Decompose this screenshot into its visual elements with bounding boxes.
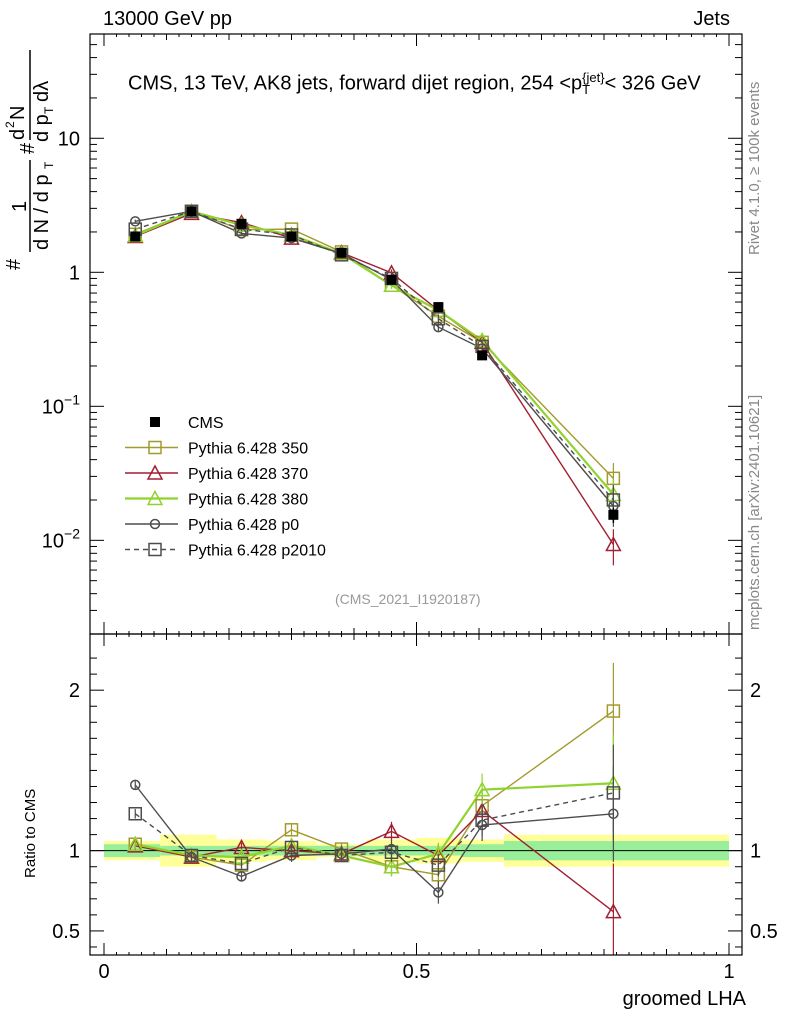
x-tick-label: 0.5 bbox=[403, 961, 431, 983]
series-line-ratio-4 bbox=[134, 792, 614, 866]
main-y-axis-label: # d N / d p T 1 # d 2 N d p T dλ bbox=[3, 50, 56, 270]
svg-text:#: # bbox=[17, 142, 39, 154]
series-point-ratio bbox=[126, 835, 144, 852]
svg-text:T: T bbox=[42, 161, 56, 169]
mcplots-label: mcplots.cern.ch [arXiv:2401.10621] bbox=[746, 394, 763, 630]
series-point-ratio bbox=[431, 858, 446, 872]
series-point-main bbox=[431, 312, 446, 326]
svg-text:T: T bbox=[42, 106, 56, 114]
data-point bbox=[130, 231, 141, 242]
series-point-ratio bbox=[383, 858, 400, 874]
series-point-ratio bbox=[183, 848, 200, 864]
legend-marker bbox=[146, 464, 164, 480]
series-point-ratio bbox=[606, 786, 621, 800]
series-point-ratio bbox=[284, 840, 299, 855]
chart-title: CMS, 13 TeV, AK8 jets, forward dijet reg… bbox=[128, 70, 701, 97]
analysis-id: (CMS_2021_I1920187) bbox=[335, 591, 481, 607]
y-tick-label-main: 10−2 bbox=[42, 525, 80, 552]
data-point bbox=[433, 302, 444, 313]
y-tick-label-main: 10−1 bbox=[42, 391, 80, 418]
legend-label: Pythia 6.428 p2010 bbox=[188, 543, 326, 560]
series-point-ratio bbox=[128, 807, 142, 821]
data-point bbox=[236, 218, 247, 229]
header-right: Jets bbox=[693, 8, 730, 30]
legend-marker bbox=[150, 417, 160, 427]
svg-text:#: # bbox=[3, 258, 25, 270]
legend: CMS Pythia 6.428 350 Pythia 6.428 370 Pythi… bbox=[125, 415, 326, 560]
y-tick-label-ratio-right: 0.5 bbox=[750, 921, 778, 943]
svg-text:d p: d p bbox=[31, 114, 53, 142]
x-tick-label: 0 bbox=[98, 961, 109, 983]
x-axis-label: groomed LHA bbox=[622, 988, 746, 1010]
legend-marker bbox=[146, 489, 164, 506]
series-point-ratio bbox=[236, 871, 247, 882]
x-tick-label: 1 bbox=[723, 961, 734, 983]
series-markers bbox=[126, 202, 622, 955]
series-point-ratio bbox=[383, 822, 400, 839]
legend-label: Pythia 6.428 370 bbox=[188, 466, 308, 483]
series-point-ratio bbox=[234, 856, 249, 871]
series-point-ratio bbox=[606, 704, 621, 718]
y-tick-label-ratio-right: 2 bbox=[750, 680, 761, 702]
data-point bbox=[186, 206, 197, 217]
legend-label: Pythia 6.428 p0 bbox=[188, 517, 299, 534]
legend-marker bbox=[149, 518, 161, 530]
y-tick-label-ratio-left: 2 bbox=[69, 680, 80, 702]
series-point-main bbox=[130, 216, 141, 227]
series-point-main bbox=[605, 535, 622, 552]
y-tick-label-main: 1 bbox=[69, 262, 80, 284]
series-point-ratio bbox=[475, 813, 489, 827]
svg-text:d: d bbox=[7, 129, 29, 140]
y-tick-label-main: 10 bbox=[58, 128, 80, 150]
svg-text:dλ: dλ bbox=[31, 81, 53, 102]
axes-frame: 0 0.5 1 10−2 10−1 1 10 0.5 0.5 1 1 2 2 bbox=[42, 33, 778, 983]
header-left: 13000 GeV pp bbox=[103, 8, 232, 30]
series-point-ratio bbox=[284, 823, 299, 837]
svg-text:d N / d p: d N / d p bbox=[31, 174, 53, 250]
legend-marker bbox=[148, 440, 162, 455]
legend-label: Pythia 6.428 350 bbox=[188, 441, 308, 458]
series-point-ratio bbox=[126, 837, 144, 853]
y-tick-label-ratio-right: 1 bbox=[750, 841, 761, 863]
data-point bbox=[608, 509, 619, 520]
data-point bbox=[336, 247, 347, 258]
series-point-ratio bbox=[433, 887, 444, 898]
series-point-ratio bbox=[384, 845, 399, 860]
data-point bbox=[386, 274, 397, 285]
legend-label: CMS bbox=[188, 415, 224, 432]
data-point bbox=[286, 231, 297, 242]
svg-text:2: 2 bbox=[3, 121, 17, 128]
svg-text:N: N bbox=[7, 106, 29, 120]
series-point-ratio bbox=[184, 848, 199, 863]
series-point-ratio bbox=[334, 848, 349, 863]
ratio-y-axis-label: Ratio to CMS bbox=[22, 788, 39, 878]
series-point-ratio bbox=[130, 779, 141, 791]
series-point-ratio bbox=[605, 903, 622, 919]
svg-text:1: 1 bbox=[9, 201, 31, 212]
data-point bbox=[477, 350, 488, 361]
legend-marker bbox=[148, 542, 162, 557]
legend-label: Pythia 6.428 380 bbox=[188, 492, 308, 509]
series-point-main bbox=[184, 204, 199, 219]
y-tick-label-ratio-left: 0.5 bbox=[52, 921, 80, 943]
series-point-main bbox=[606, 493, 621, 507]
rivet-label: Rivet 4.1.0, ≥ 100k events bbox=[746, 81, 763, 255]
series-point-ratio bbox=[473, 781, 491, 797]
y-tick-label-ratio-left: 1 bbox=[69, 841, 80, 863]
